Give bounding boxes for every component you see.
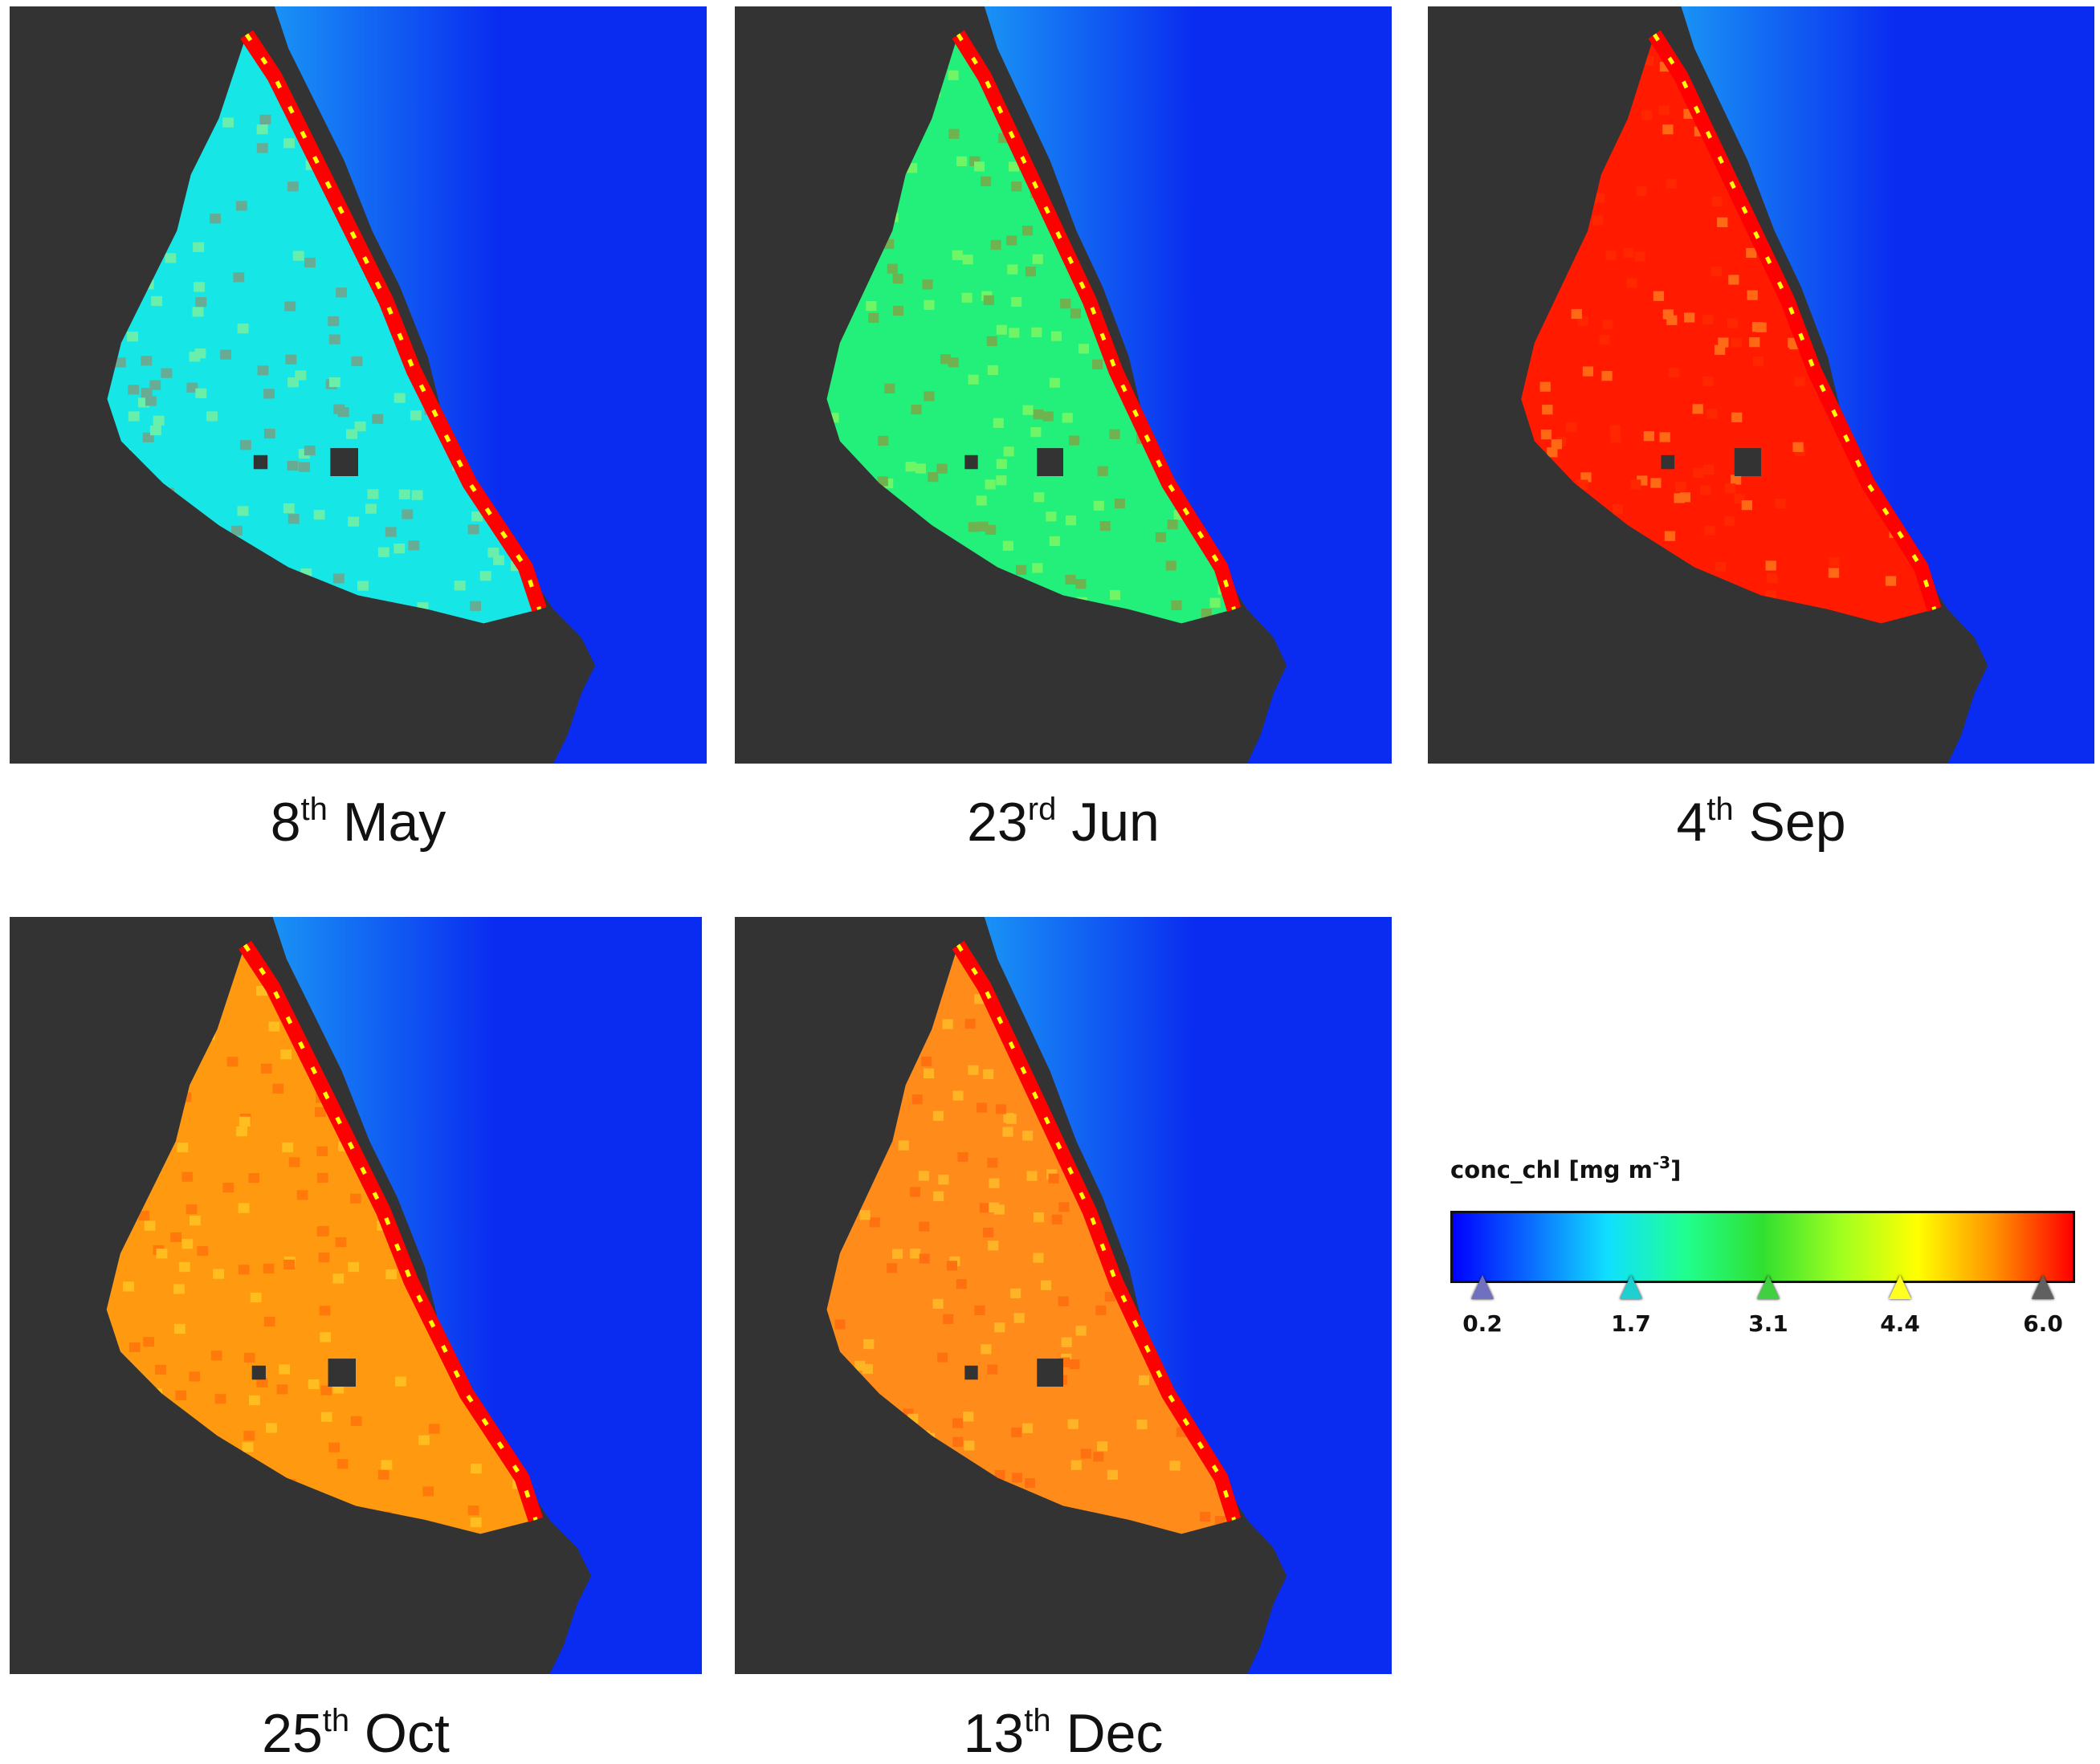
island [328,1359,356,1387]
date-label-jun: 23rd Jun [967,792,1160,853]
island [1661,454,1675,470]
map-panel-may [10,6,707,764]
island [1037,448,1063,477]
legend-tick-label: 6.0 [2023,1310,2063,1337]
map-panel-dec [735,917,1392,1674]
date-label-dec: 13th Dec [963,1703,1164,1764]
shoreline-detail [956,943,1237,1521]
legend-tick-label: 1.7 [1611,1310,1651,1337]
color-legend: conc_chl [mg m-3] 0.2 1.7 3.1 4.4 6.0 [1446,1153,2080,1365]
shoreline-detail [1653,33,1937,610]
island [1037,1359,1063,1387]
island [253,454,268,470]
shoreline-detail [244,33,542,610]
map-svg [10,6,707,764]
map-svg [735,917,1392,1674]
bay-water-area [107,34,540,624]
legend-tick-marker [1619,1275,1642,1299]
legend-tick-label: 4.4 [1880,1310,1920,1337]
legend-tick-label: 3.1 [1748,1310,1788,1337]
shoreline-detail [243,943,538,1521]
legend-color-bar [1450,1211,2075,1283]
legend-tick-marker [1756,1275,1780,1299]
island [964,454,978,470]
date-label-sep: 4th Sep [1676,792,1846,853]
island [330,448,358,477]
map-svg [1428,6,2094,764]
bay-water-area [1521,34,1935,624]
map-panel-sep [1428,6,2094,764]
legend-title: conc_chl [mg m-3] [1450,1153,1682,1183]
bay-water-area [826,944,1234,1534]
legend-tick-label: 0.2 [1462,1310,1503,1337]
legend-tick-marker [1471,1275,1494,1299]
map-svg [735,6,1392,764]
shoreline-detail [956,33,1237,610]
island [1734,448,1761,477]
map-panel-oct [10,917,702,1674]
legend-tick-marker [2032,1275,2054,1299]
legend-tick-marker [1889,1275,1911,1299]
bay-water-area [826,34,1234,624]
bay-water-area [106,944,536,1534]
island [251,1365,266,1380]
map-svg [10,917,702,1674]
map-panel-jun [735,6,1392,764]
date-label-oct: 25th Oct [262,1703,450,1764]
island [964,1365,978,1380]
date-label-may: 8th May [270,792,447,853]
